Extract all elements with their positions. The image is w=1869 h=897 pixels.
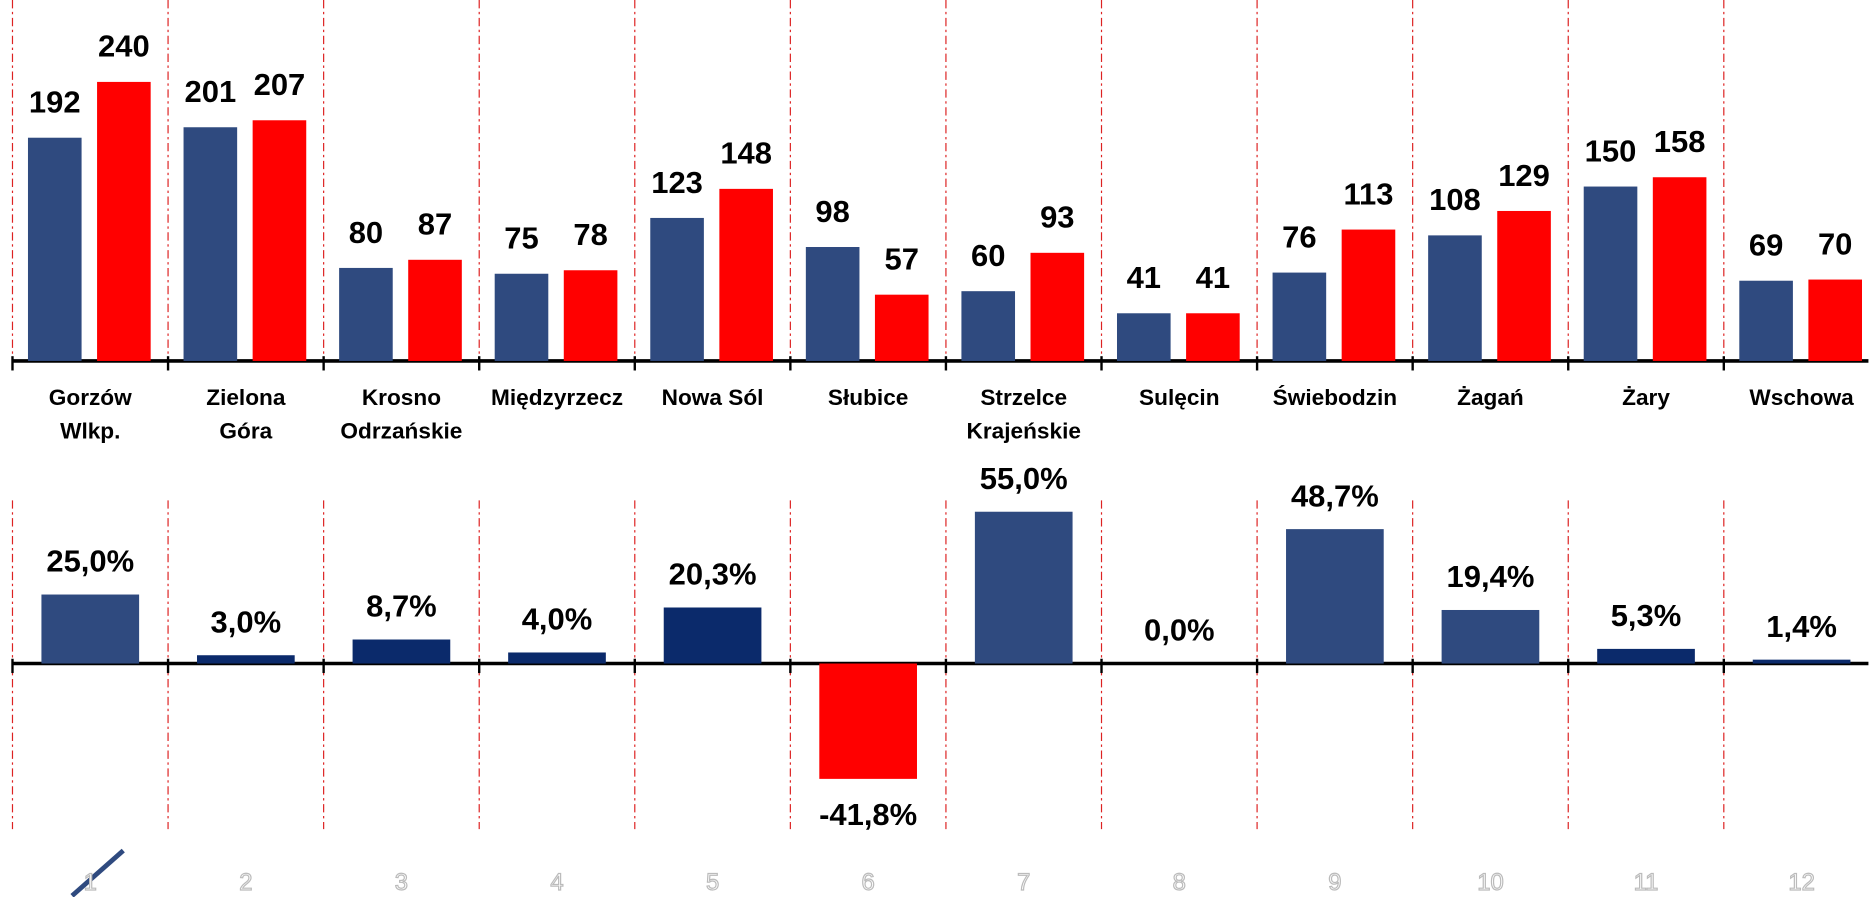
x-tick-label: 5 <box>706 869 719 896</box>
x-tick-label: Słubice <box>828 385 908 410</box>
value-label: 8,7% <box>366 589 437 624</box>
x-tick-label: Świebodzin <box>1273 385 1397 410</box>
bar <box>1739 280 1793 361</box>
value-label: 98 <box>815 194 849 229</box>
bar <box>508 652 606 664</box>
x-tick-label: Strzelce Krajeńskie <box>966 385 1080 443</box>
bar <box>252 120 307 361</box>
value-label: 5,3% <box>1611 598 1682 633</box>
bar <box>339 267 393 361</box>
bar <box>961 291 1016 361</box>
value-label: 192 <box>29 85 81 120</box>
value-label: 48,7% <box>1291 478 1379 513</box>
x-tick-label: 4 <box>550 869 563 896</box>
bar <box>663 607 762 664</box>
value-label: 75 <box>504 221 538 256</box>
value-label: 108 <box>1429 182 1481 217</box>
bar <box>41 594 140 664</box>
value-label: 150 <box>1585 133 1637 168</box>
bar <box>183 127 238 361</box>
bar <box>27 137 82 361</box>
bar <box>650 217 704 361</box>
bar <box>408 259 462 361</box>
x-tick-label: 11 <box>1634 869 1659 896</box>
value-label: 1,4% <box>1766 609 1837 644</box>
value-label: 207 <box>254 67 306 102</box>
x-tick-label: Nowa Sól <box>662 385 764 410</box>
bar <box>1583 186 1638 361</box>
x-tick-label: Gorzów Wlkp. <box>49 385 132 443</box>
x-tick-label: 8 <box>1173 869 1186 896</box>
x-tick-label: Żary <box>1622 385 1670 410</box>
x-tick-label: 10 <box>1477 869 1504 896</box>
bar <box>97 81 151 361</box>
value-label: 113 <box>1343 176 1393 211</box>
bar <box>819 663 917 779</box>
value-label: 148 <box>720 136 772 171</box>
x-tick-label: 2 <box>239 869 252 896</box>
bar <box>1186 313 1240 361</box>
value-label: 70 <box>1818 226 1852 261</box>
value-label: 80 <box>349 215 383 250</box>
x-tick-label: Wschowa <box>1749 385 1854 410</box>
value-label: 41 <box>1196 260 1230 295</box>
x-tick-label: Krosno Odrzańskie <box>340 385 462 443</box>
bar <box>1441 609 1540 664</box>
x-tick-label: 7 <box>1017 869 1030 896</box>
x-tick-label: Sulęcin <box>1139 385 1219 410</box>
bar <box>197 655 295 664</box>
value-label: -41,8% <box>819 797 917 832</box>
bar <box>494 273 549 361</box>
x-tick-label: Żagań <box>1457 385 1524 410</box>
value-label: 69 <box>1749 228 1783 263</box>
bar <box>1116 313 1171 361</box>
value-label: 76 <box>1282 219 1316 254</box>
value-label: 78 <box>573 217 607 252</box>
x-tick-label: 9 <box>1328 869 1341 896</box>
value-label: 57 <box>885 242 919 277</box>
x-tick-label: Międzyrzecz <box>491 385 623 410</box>
x-tick-label: 3 <box>395 869 408 896</box>
value-label: 41 <box>1127 260 1161 295</box>
bar <box>719 188 773 361</box>
value-label: 93 <box>1040 200 1074 235</box>
bar <box>1286 529 1384 664</box>
value-label: 3,0% <box>211 604 282 639</box>
value-label: 60 <box>971 238 1005 273</box>
value-label: 240 <box>98 29 150 64</box>
bar <box>1597 648 1695 664</box>
bar <box>805 247 860 361</box>
x-tick-label: 1 <box>84 869 97 896</box>
bar <box>352 639 451 664</box>
bar <box>1030 252 1085 361</box>
x-tick-label: Zielona Góra <box>206 385 286 443</box>
value-label: 201 <box>185 74 237 109</box>
bar <box>974 511 1073 664</box>
value-label: 158 <box>1654 124 1706 159</box>
value-label: 123 <box>651 165 703 200</box>
decoration <box>70 848 125 897</box>
value-label: 0,0% <box>1144 613 1215 648</box>
bar <box>563 270 618 361</box>
bar <box>1428 235 1482 361</box>
value-label: 25,0% <box>46 544 134 579</box>
value-label: 4,0% <box>522 602 593 637</box>
bar <box>1341 229 1396 361</box>
bar <box>1752 659 1851 664</box>
value-label: 20,3% <box>669 557 757 592</box>
x-tick-label: 12 <box>1788 869 1815 896</box>
value-label: 55,0% <box>980 461 1068 496</box>
bar <box>1497 210 1551 361</box>
value-label: 87 <box>418 207 452 242</box>
bar <box>1272 272 1327 361</box>
value-label: 129 <box>1498 158 1550 193</box>
bar <box>1652 177 1707 361</box>
value-label: 19,4% <box>1447 559 1535 594</box>
bar <box>874 294 929 361</box>
x-tick-label: 6 <box>862 869 875 896</box>
bar <box>1808 279 1862 361</box>
